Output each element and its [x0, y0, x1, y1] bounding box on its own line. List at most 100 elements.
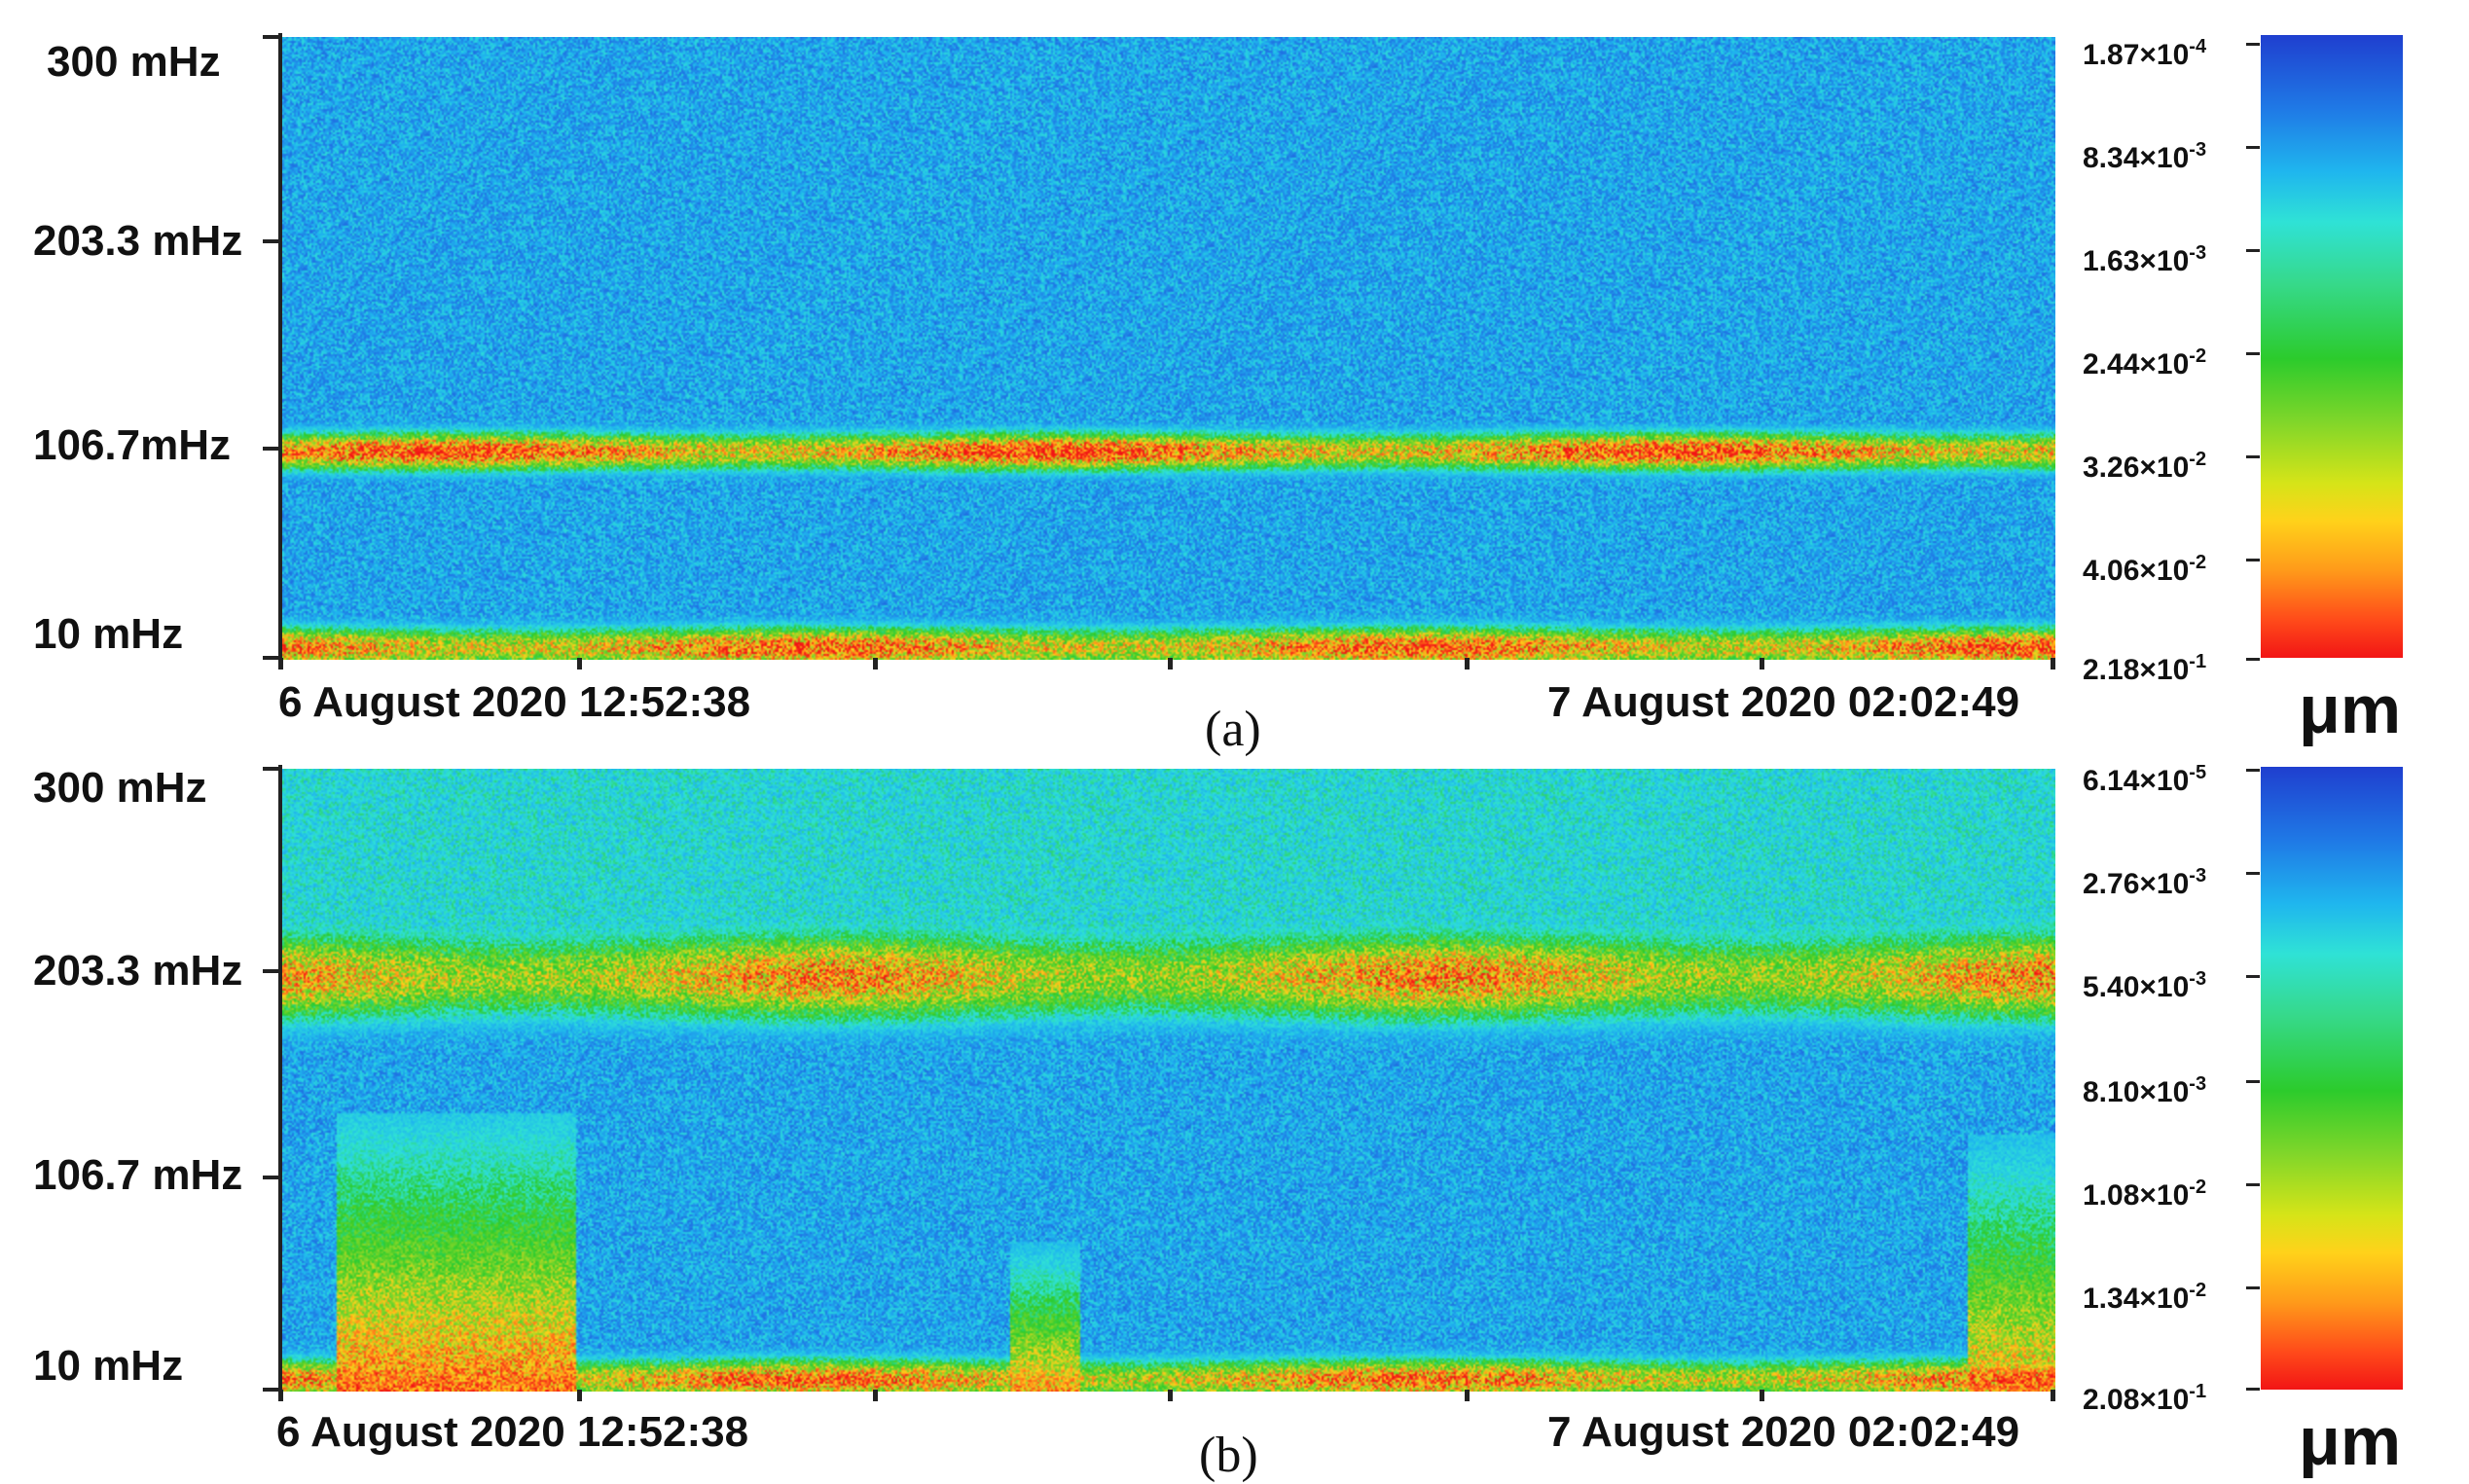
x-tick-b-1	[577, 1390, 582, 1401]
colorbar-label-a-5-exponent: -2	[2189, 552, 2207, 573]
colorbar-tick-a-4	[2246, 455, 2260, 458]
colorbar-label-b-0-exponent: -5	[2189, 762, 2207, 783]
colorbar-label-b-5: 1.34×10-2	[2083, 1280, 2207, 1315]
colorbar-tick-a-1	[2246, 146, 2260, 149]
x-tick-a-1	[577, 658, 582, 670]
colorbar-tick-b-0	[2246, 769, 2260, 772]
x-tick-b-0	[278, 1390, 283, 1401]
y-tick-label-a-2: 106.7mHz	[33, 421, 232, 469]
colorbar-tick-a-6	[2246, 658, 2260, 661]
colorbar-label-b-2-exponent: -3	[2189, 968, 2207, 990]
colorbar-label-b-0: 6.14×10-5	[2083, 762, 2207, 797]
x-tick-a-5	[1760, 658, 1764, 670]
x-tick-b-3	[1168, 1390, 1173, 1401]
x-tick-label-a-start: 6 August 2020 12:52:38	[278, 678, 751, 726]
colorbar-label-b-2-mantissa: 5.40	[2083, 971, 2140, 1003]
colorbar-label-a-2: 1.63×10-3	[2083, 242, 2207, 277]
y-tick-label-a-3: 10 mHz	[33, 610, 184, 658]
colorbar-label-b-4: 1.08×10-2	[2083, 1176, 2207, 1212]
x-tick-a-0	[278, 658, 283, 670]
y-tick-b-1	[263, 969, 282, 973]
x-tick-label-a-end: 7 August 2020 02:02:49	[1547, 678, 2020, 726]
colorbar-label-b-6-exponent: -1	[2189, 1381, 2207, 1402]
colorbar-label-a-1-mantissa: 8.34	[2083, 142, 2140, 174]
colorbar-b	[2261, 767, 2403, 1390]
colorbar-label-a-6-mantissa: 2.18	[2083, 654, 2140, 686]
colorbar-label-b-4-mantissa: 1.08	[2083, 1179, 2140, 1212]
colorbar-label-b-3: 8.10×10-3	[2083, 1073, 2207, 1108]
y-tick-a-1	[263, 239, 282, 243]
y-tick-label-a-1: 203.3 mHz	[33, 217, 243, 265]
x-tick-b-2	[873, 1390, 878, 1401]
colorbar-label-b-2: 5.40×10-3	[2083, 968, 2207, 1003]
colorbar-label-b-1-mantissa: 2.76	[2083, 868, 2140, 900]
colorbar-label-a-3-exponent: -2	[2189, 345, 2207, 367]
colorbar-tick-a-0	[2246, 43, 2260, 46]
colorbar-label-a-2-mantissa: 1.63	[2083, 245, 2140, 277]
x-tick-label-b-end: 7 August 2020 02:02:49	[1547, 1408, 2020, 1456]
colorbar-unit-b: μm	[2299, 1403, 2402, 1479]
y-tick-label-b-1: 203.3 mHz	[33, 947, 243, 995]
y-tick-a-2	[263, 447, 282, 451]
colorbar-label-a-6-exponent: -1	[2189, 651, 2207, 672]
colorbar-label-a-4-exponent: -2	[2189, 449, 2207, 470]
y-tick-label-b-3: 10 mHz	[33, 1342, 184, 1390]
x-tick-a-2	[873, 658, 878, 670]
colorbar-label-a-3-mantissa: 2.44	[2083, 348, 2140, 380]
x-tick-a-6	[2051, 658, 2055, 670]
colorbar-label-a-3: 2.44×10-2	[2083, 345, 2207, 380]
colorbar-label-b-6-mantissa: 2.08	[2083, 1384, 2140, 1416]
colorbar-label-a-4: 3.26×10-2	[2083, 449, 2207, 484]
panel-caption-a: (a)	[1205, 702, 1261, 757]
colorbar-tick-b-5	[2246, 1286, 2260, 1289]
y-tick-b-2	[263, 1176, 282, 1179]
x-tick-label-b-start: 6 August 2020 12:52:38	[276, 1408, 749, 1456]
colorbar-label-a-0: 1.87×10-4	[2083, 36, 2207, 71]
y-tick-b-3	[263, 1388, 282, 1392]
colorbar-label-a-0-exponent: -4	[2189, 36, 2207, 57]
colorbar-tick-b-3	[2246, 1080, 2260, 1083]
spectrogram-panel-b: 300 mHz 203.3 mHz 106.7 mHz 10 mHz 6 Aug…	[0, 749, 2469, 1484]
colorbar-label-a-2-exponent: -3	[2189, 242, 2207, 264]
colorbar-label-b-3-mantissa: 8.10	[2083, 1076, 2140, 1108]
y-tick-a-3	[263, 656, 282, 660]
colorbar-tick-b-6	[2246, 1388, 2260, 1391]
colorbar-label-a-0-mantissa: 1.87	[2083, 39, 2140, 71]
colorbar-a	[2261, 35, 2403, 658]
spectrogram-panel-a: 300 mHz 203.3 mHz 106.7mHz 10 mHz 6 Augu…	[33, 33, 2403, 755]
colorbar-label-a-1: 8.34×10-3	[2083, 139, 2207, 174]
colorbar-label-a-6: 2.18×10-1	[2083, 651, 2207, 686]
colorbar-label-a-1-exponent: -3	[2189, 139, 2207, 161]
colorbar-label-b-0-mantissa: 6.14	[2083, 765, 2140, 797]
colorbar-label-b-3-exponent: -3	[2189, 1073, 2207, 1095]
x-tick-b-5	[1760, 1390, 1764, 1401]
y-tick-label-b-0: 300 mHz	[33, 764, 207, 812]
x-tick-a-4	[1465, 658, 1470, 670]
colorbar-tick-a-2	[2246, 249, 2260, 252]
colorbar-label-a-5: 4.06×10-2	[2083, 552, 2207, 587]
colorbar-label-b-4-exponent: -2	[2189, 1176, 2207, 1198]
y-tick-a-0	[263, 35, 282, 39]
x-tick-b-4	[1465, 1390, 1470, 1401]
y-axis-line-a	[278, 33, 282, 664]
x-tick-b-6	[2051, 1390, 2055, 1401]
colorbar-unit-a: μm	[2299, 671, 2402, 747]
colorbar-label-a-5-mantissa: 4.06	[2083, 555, 2140, 587]
colorbar-tick-b-2	[2246, 975, 2260, 978]
colorbar-tick-b-1	[2246, 872, 2260, 875]
colorbar-tick-a-3	[2246, 352, 2260, 355]
y-tick-label-b-2: 106.7 mHz	[33, 1151, 243, 1199]
colorbar-label-b-5-exponent: -2	[2189, 1280, 2207, 1301]
panel-caption-b: (b)	[1199, 1428, 1258, 1483]
y-tick-b-0	[263, 767, 282, 771]
colorbar-label-b-5-mantissa: 1.34	[2083, 1283, 2140, 1315]
colorbar-label-b-1-exponent: -3	[2189, 865, 2207, 887]
colorbar-label-a-4-mantissa: 3.26	[2083, 452, 2140, 484]
spectrogram-b-heatmap	[282, 769, 2055, 1392]
colorbar-label-b-6: 2.08×10-1	[2083, 1381, 2207, 1416]
colorbar-tick-b-4	[2246, 1183, 2260, 1186]
y-tick-label-a-0: 300 mHz	[47, 38, 221, 86]
x-tick-a-3	[1168, 658, 1173, 670]
colorbar-tick-a-5	[2246, 559, 2260, 561]
spectrogram-a-heatmap	[282, 37, 2055, 660]
